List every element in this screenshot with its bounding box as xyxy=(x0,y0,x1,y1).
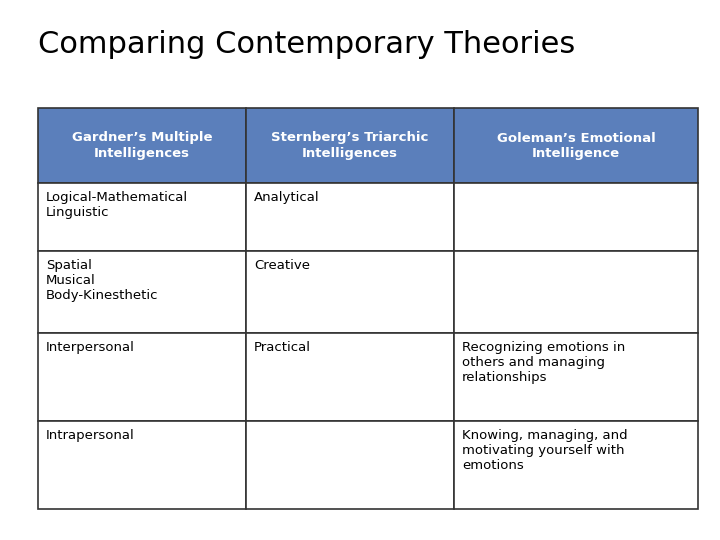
Text: Creative: Creative xyxy=(254,259,310,272)
Text: Logical-Mathematical
Linguistic: Logical-Mathematical Linguistic xyxy=(46,191,188,219)
Text: Intrapersonal: Intrapersonal xyxy=(46,429,135,442)
Text: Knowing, managing, and
motivating yourself with
emotions: Knowing, managing, and motivating yourse… xyxy=(462,429,628,472)
Text: Comparing Contemporary Theories: Comparing Contemporary Theories xyxy=(38,30,575,59)
Text: Gardner’s Multiple
Intelligences: Gardner’s Multiple Intelligences xyxy=(72,132,212,159)
Text: Recognizing emotions in
others and managing
relationships: Recognizing emotions in others and manag… xyxy=(462,341,625,384)
Text: Analytical: Analytical xyxy=(254,191,320,204)
Text: Sternberg’s Triarchic
Intelligences: Sternberg’s Triarchic Intelligences xyxy=(271,132,428,159)
Text: Spatial
Musical
Body-Kinesthetic: Spatial Musical Body-Kinesthetic xyxy=(46,259,158,302)
Text: Goleman’s Emotional
Intelligence: Goleman’s Emotional Intelligence xyxy=(497,132,655,159)
Text: Interpersonal: Interpersonal xyxy=(46,341,135,354)
Text: Practical: Practical xyxy=(254,341,311,354)
